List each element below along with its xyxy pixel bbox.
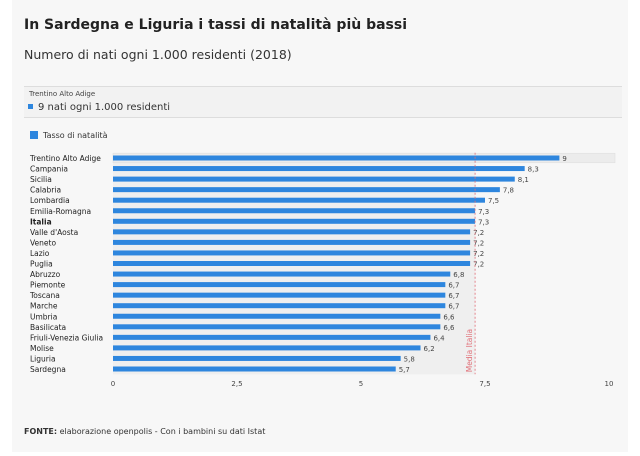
bar — [113, 218, 476, 224]
category-label: Liguria — [30, 354, 56, 363]
category-label: Valle d'Aosta — [30, 228, 78, 237]
legend-swatch-icon — [30, 131, 38, 139]
category-label: Molise — [30, 344, 54, 353]
data-label: 7,2 — [473, 250, 484, 258]
bar — [113, 229, 471, 235]
category-label: Basilicata — [30, 323, 66, 332]
legend-label: Tasso di natalità — [43, 131, 108, 140]
bar — [113, 239, 471, 245]
legend-item[interactable]: Tasso di natalità — [30, 131, 108, 140]
bar — [113, 176, 515, 182]
category-label: Campania — [30, 165, 68, 174]
bar — [113, 334, 431, 340]
category-label: Sicilia — [30, 175, 52, 184]
bar — [113, 303, 446, 309]
category-label: Lombardia — [30, 196, 70, 205]
data-label: 7,2 — [473, 239, 484, 247]
tooltip-value: 9 nati ogni 1.000 residenti — [38, 102, 171, 113]
data-label: 6,6 — [443, 313, 455, 321]
tooltip-value-row: 9 nati ogni 1.000 residenti — [28, 102, 170, 113]
bar — [113, 187, 500, 193]
bar — [113, 292, 446, 298]
x-tick-label: 0 — [111, 380, 115, 388]
category-label: Puglia — [30, 260, 53, 269]
bar — [113, 208, 476, 214]
category-label: Emilia-Romagna — [30, 207, 91, 216]
category-label: Lazio — [30, 249, 50, 258]
bar — [113, 282, 446, 288]
data-label: 7,2 — [473, 261, 484, 269]
data-label: 7,3 — [478, 208, 489, 216]
bar — [113, 355, 401, 361]
bar — [113, 271, 451, 277]
bar — [113, 250, 471, 256]
category-label: Abruzzo — [30, 270, 61, 279]
category-label: Italia — [30, 217, 52, 226]
data-label: 7,3 — [478, 218, 489, 226]
bar — [113, 155, 560, 161]
bar — [113, 166, 525, 172]
reference-label: Media Italia — [465, 329, 474, 372]
bar — [113, 366, 396, 372]
data-label: 6,6 — [443, 324, 455, 332]
category-label: Calabria — [30, 186, 61, 195]
data-label: 7,2 — [473, 229, 484, 237]
category-label: Umbria — [30, 312, 57, 321]
series-marker-icon — [28, 104, 33, 109]
data-label: 6,7 — [448, 292, 459, 300]
x-tick-label: 5 — [359, 380, 363, 388]
bar — [113, 197, 485, 203]
data-label: 6,4 — [433, 334, 445, 342]
data-label: 8,1 — [518, 176, 529, 184]
chart-title: In Sardegna e Liguria i tassi di natalit… — [24, 17, 408, 33]
category-label: Toscana — [29, 291, 60, 300]
bar — [113, 261, 471, 266]
data-label: 6,7 — [448, 303, 459, 311]
chart-subtitle: Numero di nati ogni 1.000 residenti (201… — [24, 47, 292, 62]
source-label: FONTE: — [24, 427, 58, 436]
category-label: Sardegna — [30, 365, 66, 374]
data-label: 6,7 — [448, 282, 459, 290]
x-tick-label: 7,5 — [479, 380, 490, 388]
data-label: 6,2 — [424, 345, 435, 353]
category-label: Marche — [30, 302, 58, 311]
category-label: Friuli-Venezia Giulia — [30, 333, 103, 342]
data-label: 9 — [562, 155, 566, 163]
x-tick-label: 10 — [605, 380, 614, 388]
data-label: 6,8 — [453, 271, 464, 279]
tooltip: Trentino Alto Adige 9 nati ogni 1.000 re… — [24, 86, 622, 118]
data-label: 5,7 — [399, 366, 410, 374]
bar — [113, 313, 441, 319]
data-label: 5,8 — [404, 355, 415, 363]
bar — [113, 324, 441, 330]
category-label: Piemonte — [30, 281, 66, 290]
source-note: FONTE: elaborazione openpolis - Con i ba… — [24, 427, 265, 436]
data-label: 8,3 — [528, 166, 539, 174]
data-label: 7,5 — [488, 197, 499, 205]
data-label: 7,8 — [503, 187, 514, 195]
category-label: Trentino Alto Adige — [29, 154, 101, 163]
source-text: elaborazione openpolis - Con i bambini s… — [57, 427, 266, 436]
tooltip-name: Trentino Alto Adige — [29, 90, 96, 98]
category-label: Veneto — [30, 238, 56, 247]
bar — [113, 345, 421, 351]
x-tick-label: 2,5 — [231, 380, 242, 388]
